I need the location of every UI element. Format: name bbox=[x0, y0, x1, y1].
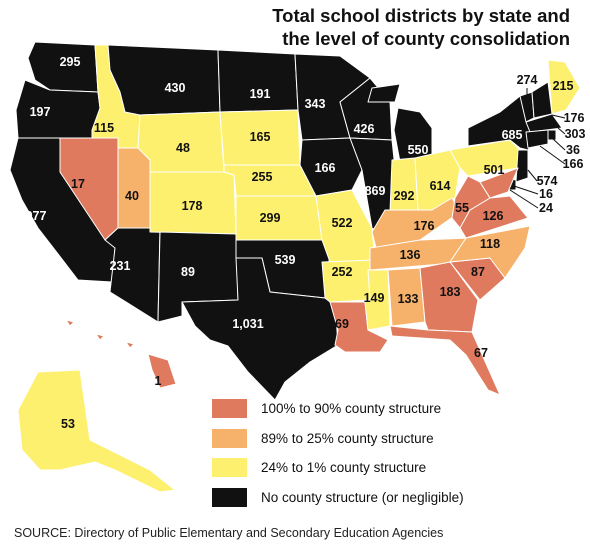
leader-line-massachusetts bbox=[557, 127, 566, 135]
state-value-arkansas: 252 bbox=[332, 265, 353, 279]
state-value-louisiana: 69 bbox=[335, 317, 349, 331]
state-value-connecticut: 166 bbox=[563, 157, 584, 171]
state-value-kansas: 299 bbox=[260, 211, 281, 225]
legend-swatch-low bbox=[212, 458, 247, 477]
state-montana bbox=[107, 44, 221, 116]
state-value-illinois: 869 bbox=[365, 184, 386, 198]
state-value-wyoming: 48 bbox=[176, 141, 190, 155]
state-value-virginia: 126 bbox=[483, 209, 504, 223]
state-hawaii bbox=[65, 319, 177, 389]
legend-item-low: 24% to 1% county structure bbox=[212, 458, 572, 477]
map-title: Total school districts by state and the … bbox=[170, 4, 570, 50]
state-value-iowa: 166 bbox=[315, 161, 336, 175]
state-value-north-dakota: 191 bbox=[250, 87, 271, 101]
legend-label-medium: 89% to 25% county structure bbox=[261, 430, 434, 446]
state-value-massachusetts: 303 bbox=[565, 127, 586, 141]
state-maryland bbox=[479, 167, 519, 199]
title-line-1: Total school districts by state and bbox=[272, 5, 570, 26]
leader-line-new-hampshire bbox=[551, 114, 566, 119]
state-massachusetts bbox=[525, 113, 563, 133]
state-value-rhode-island: 36 bbox=[566, 143, 580, 157]
state-colorado bbox=[149, 171, 237, 235]
legend-item-medium: 89% to 25% county structure bbox=[212, 428, 572, 448]
leader-line-connecticut bbox=[539, 145, 566, 165]
state-value-west-virginia: 55 bbox=[455, 201, 469, 215]
state-value-new-hampshire: 176 bbox=[564, 111, 585, 125]
state-value-new-mexico: 89 bbox=[181, 265, 195, 279]
state-value-minnesota: 343 bbox=[305, 97, 326, 111]
legend-item-none: No county structure (or negligible) bbox=[212, 487, 572, 507]
state-value-utah: 40 bbox=[125, 189, 139, 203]
state-value-missouri: 522 bbox=[332, 216, 353, 230]
state-value-florida: 67 bbox=[474, 346, 488, 360]
state-west-virginia bbox=[451, 175, 491, 229]
state-value-maryland: 24 bbox=[539, 201, 553, 215]
state-north-dakota bbox=[217, 49, 299, 113]
state-value-nevada: 17 bbox=[71, 177, 85, 191]
state-value-idaho: 115 bbox=[94, 121, 114, 135]
state-value-oklahoma: 539 bbox=[275, 253, 296, 267]
state-arkansas bbox=[321, 259, 376, 303]
state-value-indiana: 292 bbox=[394, 189, 415, 203]
state-value-georgia: 183 bbox=[440, 285, 461, 299]
state-value-montana: 430 bbox=[165, 81, 186, 95]
source-note: SOURCE: Directory of Public Elementary a… bbox=[14, 526, 444, 540]
state-value-colorado: 178 bbox=[182, 199, 203, 213]
legend-swatch-medium bbox=[212, 428, 247, 448]
state-value-tennessee: 136 bbox=[400, 248, 421, 262]
title-line-2: the level of county consolidation bbox=[282, 28, 570, 49]
state-north-carolina bbox=[449, 225, 531, 279]
state-value-north-carolina: 118 bbox=[480, 237, 500, 251]
state-value-washington: 295 bbox=[60, 55, 81, 69]
state-value-michigan: 550 bbox=[408, 143, 429, 157]
legend-swatch-high bbox=[212, 399, 247, 418]
state-utah bbox=[117, 147, 151, 229]
legend: 100% to 90% county structure 89% to 25% … bbox=[212, 399, 572, 517]
state-value-alabama: 133 bbox=[398, 292, 419, 306]
state-new-jersey bbox=[515, 149, 529, 183]
state-value-wisconsin: 426 bbox=[354, 122, 375, 136]
state-new-hampshire bbox=[531, 81, 553, 119]
state-connecticut bbox=[525, 129, 549, 149]
legend-label-high: 100% to 90% county structure bbox=[261, 401, 442, 416]
leader-line-delaware bbox=[513, 185, 539, 195]
leader-line-new-jersey bbox=[527, 169, 538, 182]
state-value-nebraska: 255 bbox=[252, 170, 273, 184]
state-value-alaska: 53 bbox=[61, 417, 75, 431]
state-value-maine: 215 bbox=[553, 79, 574, 93]
legend-label-none: No county structure (or negligible) bbox=[261, 489, 464, 505]
legend-item-high: 100% to 90% county structure bbox=[212, 399, 572, 418]
leader-line-maryland bbox=[509, 189, 539, 209]
state-value-new-jersey: 574 bbox=[537, 174, 558, 188]
state-value-mississippi: 149 bbox=[364, 291, 385, 305]
state-alaska bbox=[17, 369, 176, 493]
state-value-south-dakota: 165 bbox=[250, 130, 271, 144]
leader-line-rhode-island bbox=[551, 137, 566, 151]
state-texas bbox=[181, 257, 339, 401]
legend-swatch-none bbox=[212, 487, 247, 507]
state-value-texas: 1,031 bbox=[232, 317, 263, 331]
state-value-ohio: 614 bbox=[430, 179, 451, 193]
state-value-hawaii: 1 bbox=[155, 374, 162, 388]
state-value-oregon: 197 bbox=[30, 105, 51, 119]
state-value-south-carolina: 87 bbox=[471, 265, 485, 279]
state-value-kentucky: 176 bbox=[414, 219, 435, 233]
state-value-delaware: 16 bbox=[539, 187, 553, 201]
legend-label-low: 24% to 1% county structure bbox=[261, 460, 427, 475]
state-value-arizona: 231 bbox=[110, 259, 131, 273]
state-value-vermont: 274 bbox=[517, 73, 538, 87]
state-arizona bbox=[104, 227, 161, 323]
state-indiana bbox=[389, 157, 419, 213]
state-value-new-york: 685 bbox=[502, 128, 523, 142]
state-value-pennsylvania: 501 bbox=[484, 163, 505, 177]
state-value-california: 977 bbox=[26, 209, 47, 223]
state-florida bbox=[389, 325, 501, 396]
